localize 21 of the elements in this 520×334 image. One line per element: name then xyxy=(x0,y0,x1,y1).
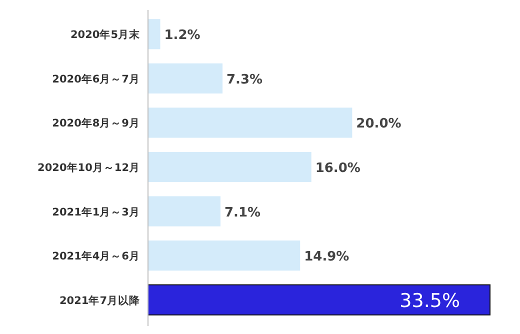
y-tick-label: 2020年6月～7月 xyxy=(52,72,140,86)
bar xyxy=(148,19,160,50)
y-tick-label: 2021年1月～3月 xyxy=(52,205,140,218)
data-label: 16.0% xyxy=(315,161,360,176)
bar xyxy=(148,284,490,316)
y-tick-label: 2021年7月以降 xyxy=(59,294,141,307)
bar xyxy=(148,196,220,226)
data-label: 14.9% xyxy=(304,250,350,265)
y-tick-label: 2020年8月～9月 xyxy=(52,116,140,130)
y-tick-label: 2021年4月～6月 xyxy=(52,250,140,263)
bar xyxy=(148,152,312,182)
bar xyxy=(148,63,223,94)
data-label: 1.2% xyxy=(164,28,200,44)
bar xyxy=(148,108,352,138)
data-label: 7.3% xyxy=(226,72,263,88)
y-tick-label: 2020年5月末 xyxy=(70,28,141,42)
data-label: 7.1% xyxy=(224,205,261,220)
data-label: 33.5% xyxy=(400,290,460,312)
y-tick-label: 2020年10月～12月 xyxy=(38,161,140,174)
bar xyxy=(148,240,300,271)
data-label: 20.0% xyxy=(356,116,402,132)
